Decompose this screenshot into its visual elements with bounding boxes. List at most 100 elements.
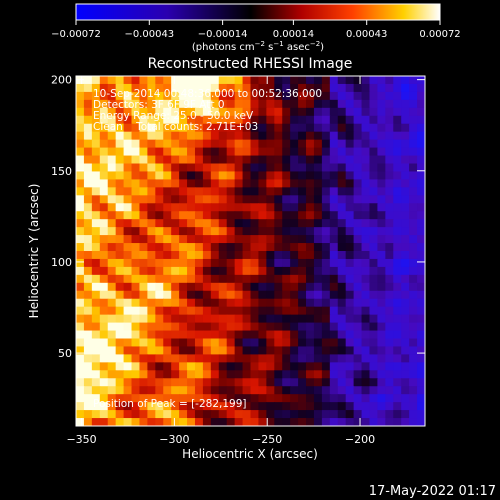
heatmap-cell: [353, 330, 363, 340]
heatmap-cell: [76, 274, 85, 284]
heatmap-cell: [76, 322, 85, 332]
heatmap-cell: [202, 290, 212, 300]
heatmap-cell: [234, 211, 244, 220]
heatmap-cell: [107, 338, 117, 348]
heatmap-cell: [99, 290, 109, 300]
heatmap-cell: [409, 314, 418, 324]
heatmap-cell: [306, 227, 315, 236]
heatmap-cell: [417, 418, 425, 426]
heatmap-cell: [99, 203, 109, 212]
heatmap-cell: [345, 410, 355, 419]
heatmap-cell: [202, 314, 212, 324]
heatmap-cell: [250, 179, 260, 188]
heatmap-cell: [329, 99, 339, 109]
heatmap-cell: [139, 99, 148, 109]
heatmap-cell: [401, 227, 410, 236]
heatmap-cell: [99, 76, 109, 85]
heatmap-cell: [107, 290, 117, 300]
heatmap-cell: [298, 83, 307, 93]
heatmap-cell: [369, 338, 379, 348]
heatmap-cell: [417, 290, 425, 300]
heatmap-cell: [329, 107, 339, 117]
heatmap-cell: [298, 314, 307, 324]
heatmap-cell: [76, 163, 85, 173]
heatmap-cell: [290, 243, 299, 252]
heatmap-cell: [393, 91, 402, 101]
heatmap-cell: [226, 227, 236, 236]
heatmap-cell: [115, 131, 125, 141]
heatmap-cell: [155, 211, 164, 220]
heatmap-cell: [242, 83, 252, 93]
heatmap-cell: [329, 338, 339, 348]
heatmap-cell: [313, 266, 323, 276]
heatmap-cell: [171, 115, 180, 125]
heatmap-cell: [361, 378, 371, 387]
heatmap-cell: [361, 139, 371, 149]
heatmap-cell: [313, 362, 323, 371]
heatmap-cell: [139, 418, 148, 426]
heatmap-cell: [139, 187, 148, 196]
heatmap-cell: [179, 147, 188, 157]
heatmap-cell: [99, 378, 109, 387]
heatmap-cell: [155, 266, 164, 276]
heatmap-cell: [131, 139, 141, 149]
heatmap-cell: [258, 362, 267, 371]
heatmap-cell: [306, 330, 315, 340]
heatmap-cell: [242, 243, 252, 252]
heatmap-cell: [266, 155, 275, 165]
heatmap-cell: [290, 107, 299, 117]
heatmap-cell: [202, 227, 212, 236]
heatmap-cell: [147, 290, 156, 300]
heatmap-cell: [393, 139, 402, 149]
heatmap-cell: [274, 155, 283, 165]
heatmap-cell: [385, 123, 394, 133]
heatmap-cell: [242, 394, 252, 403]
heatmap-cell: [361, 322, 371, 332]
heatmap-cell: [385, 346, 394, 355]
heatmap-cell: [313, 139, 323, 149]
heatmap-cell: [393, 282, 402, 292]
heatmap-cell: [139, 195, 148, 204]
heatmap-cell: [194, 346, 204, 355]
heatmap-cell: [210, 266, 220, 276]
heatmap-cell: [274, 99, 283, 109]
heatmap-cell: [393, 243, 402, 252]
heatmap-cell: [187, 330, 196, 340]
heatmap-cell: [393, 211, 402, 220]
heatmap-cell: [234, 354, 244, 363]
heatmap-cell: [107, 99, 117, 109]
heatmap-cell: [187, 266, 196, 276]
heatmap-cell: [123, 155, 133, 165]
heatmap-cell: [194, 410, 204, 419]
heatmap-cell: [401, 418, 410, 426]
heatmap-cell: [115, 290, 125, 300]
heatmap-cell: [123, 274, 133, 284]
heatmap-cell: [218, 91, 228, 101]
heatmap-cell: [76, 298, 85, 308]
heatmap-cell: [76, 195, 85, 204]
heatmap-cell: [306, 219, 315, 228]
heatmap-cell: [107, 386, 117, 395]
colorbar-tick-label: −0.00072: [51, 29, 101, 40]
heatmap-cell: [361, 370, 371, 379]
heatmap-cell: [210, 410, 220, 419]
heatmap-cell: [107, 235, 117, 244]
heatmap-cell: [202, 107, 212, 117]
heatmap-cell: [99, 211, 109, 220]
heatmap-cell: [194, 418, 204, 426]
heatmap-cell: [115, 314, 125, 324]
heatmap-cell: [401, 83, 410, 93]
heatmap-cell: [115, 123, 125, 133]
heatmap-cell: [83, 354, 93, 363]
heatmap-cell: [194, 155, 204, 165]
heatmap-cell: [171, 290, 180, 300]
heatmap-cell: [163, 386, 172, 395]
heatmap-cell: [393, 410, 402, 419]
heatmap-cell: [258, 322, 267, 332]
heatmap-cell: [123, 211, 133, 220]
heatmap-cell: [393, 171, 402, 180]
heatmap-cell: [258, 306, 267, 316]
heatmap-cell: [274, 314, 283, 324]
heatmap-cell: [147, 123, 156, 133]
heatmap-cell: [218, 251, 228, 260]
